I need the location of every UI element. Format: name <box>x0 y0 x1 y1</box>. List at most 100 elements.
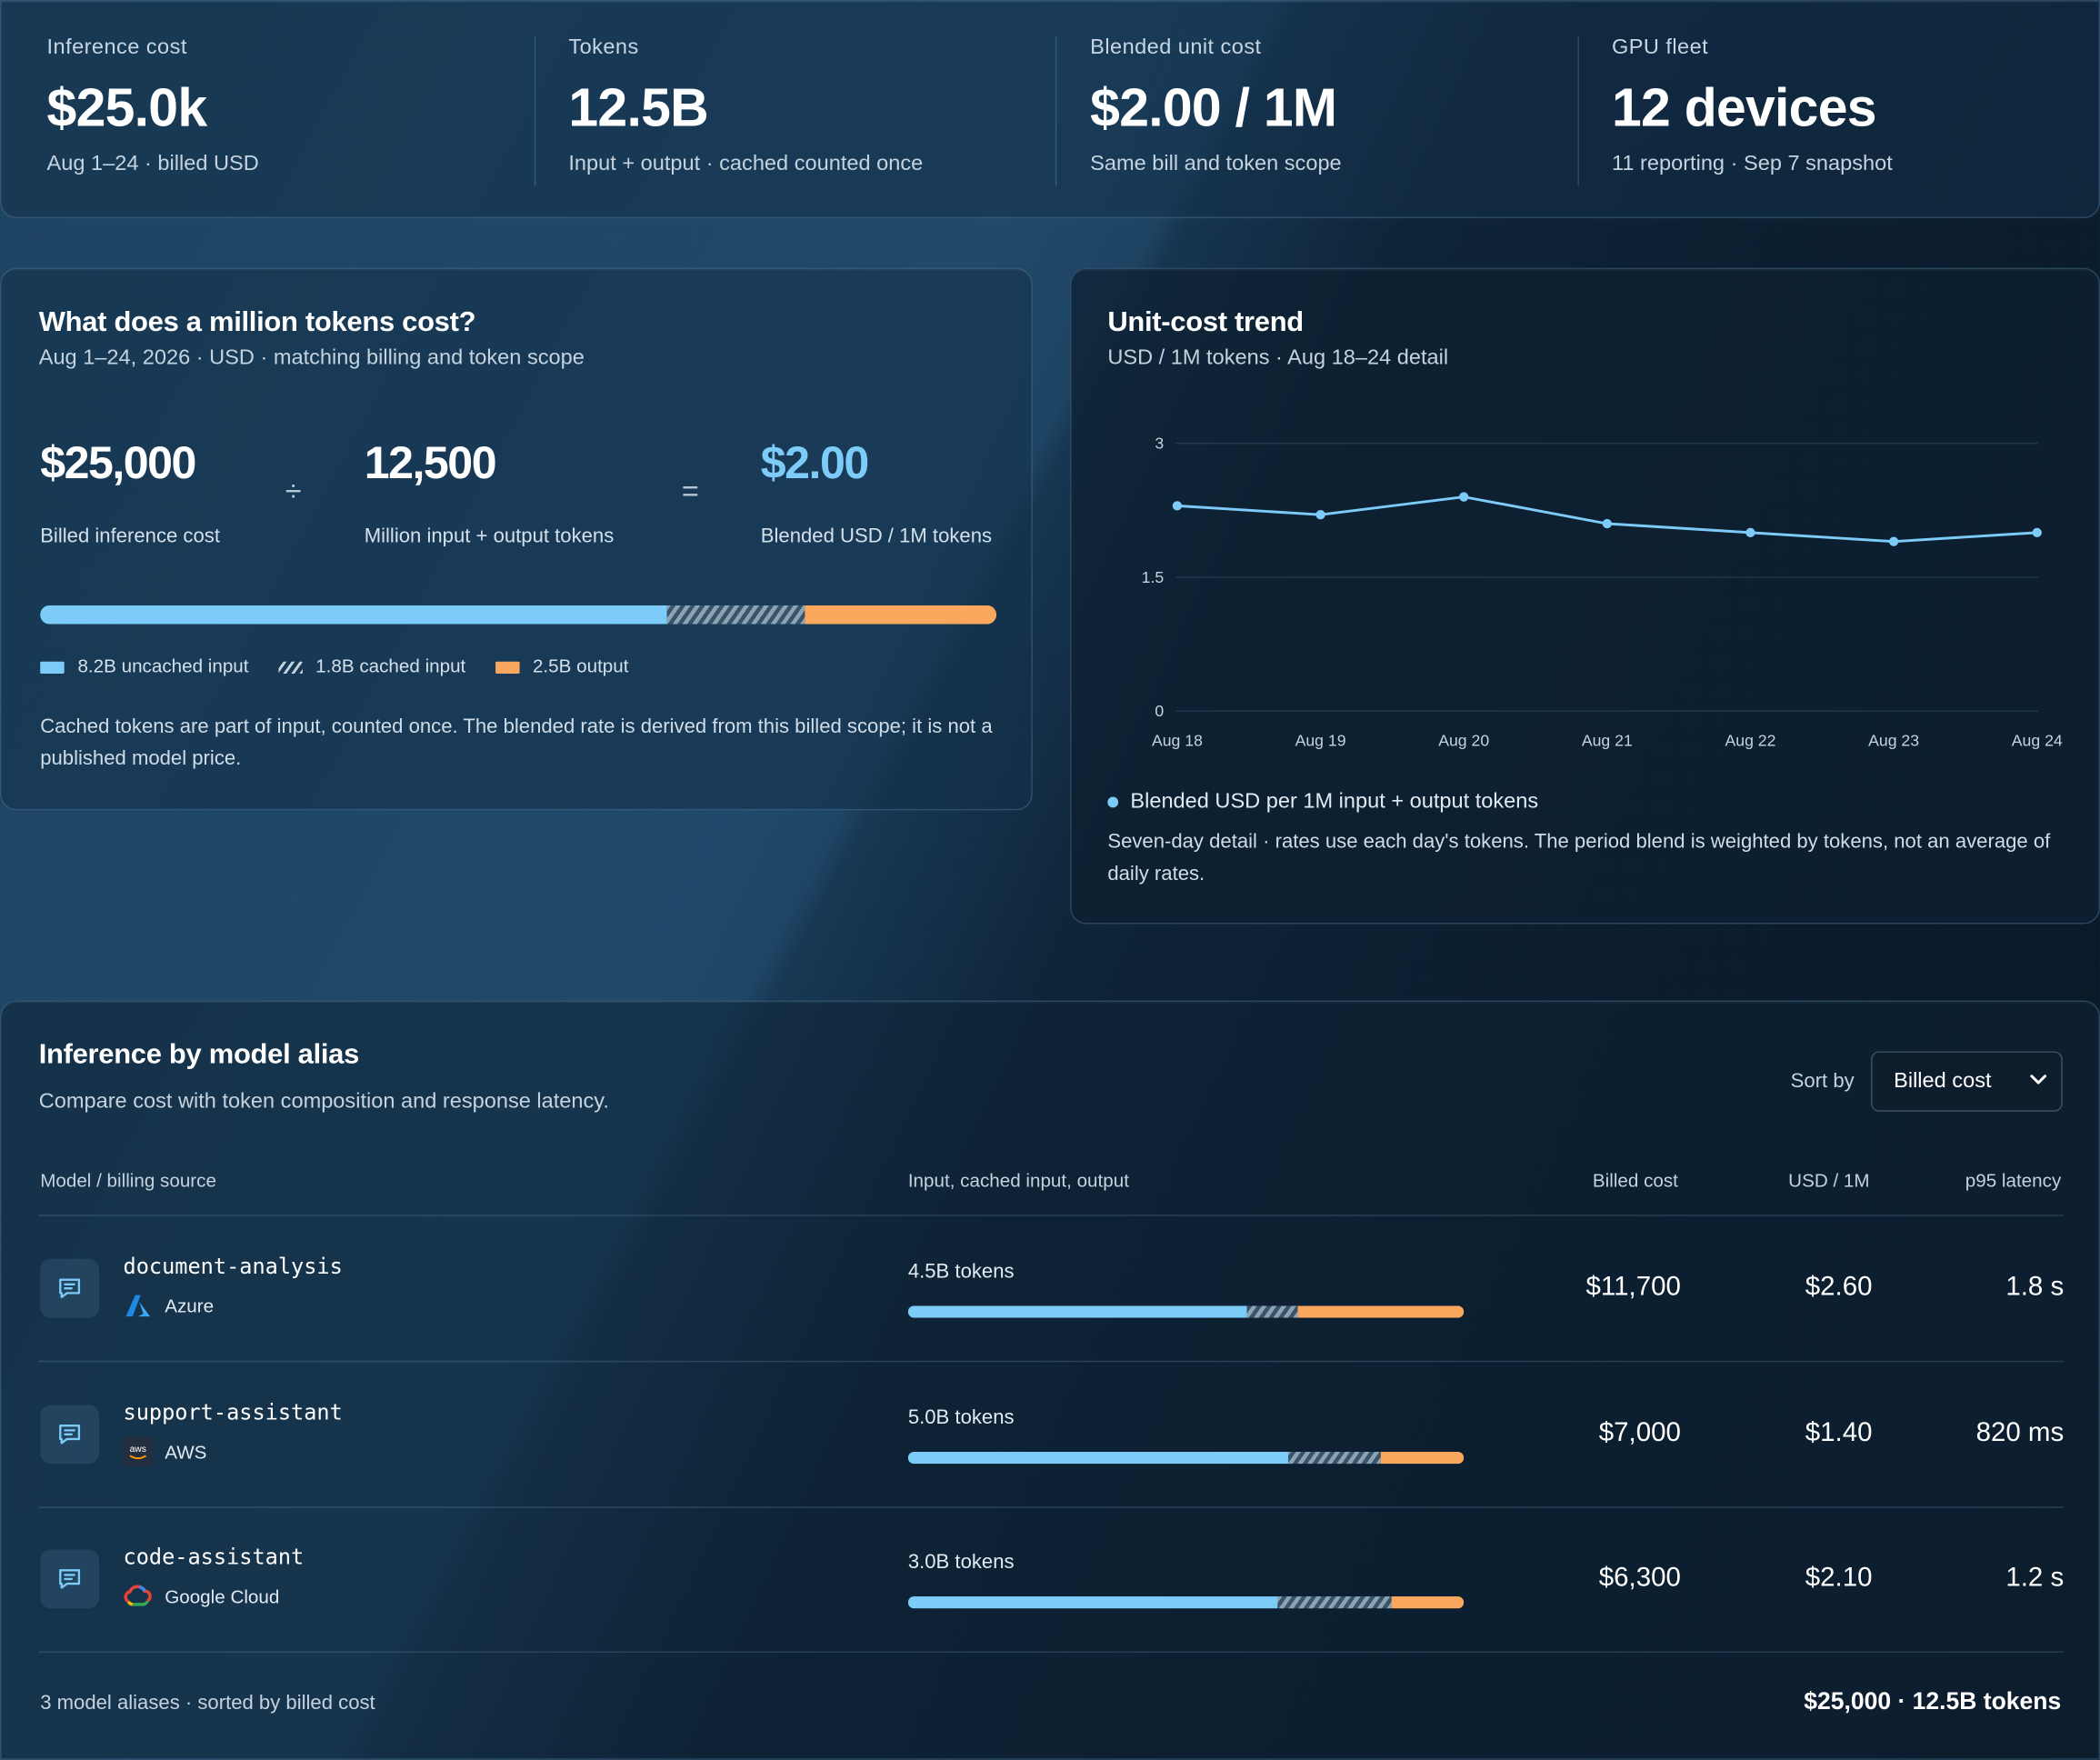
token-total: 5.0B tokens <box>907 1405 1015 1429</box>
column-header-model[interactable]: Model / billing source <box>40 1169 216 1191</box>
panel-title: What does a million tokens cost? <box>38 306 476 338</box>
legend-item: 1.8B cached input <box>277 655 466 676</box>
data-point <box>1745 527 1755 537</box>
legend-label: 1.8B cached input <box>315 655 466 676</box>
p95-latency: 820 ms <box>1975 1417 2065 1447</box>
chevron-down-icon <box>2030 1075 2047 1085</box>
google-cloud-icon <box>124 1582 153 1611</box>
divider <box>38 1360 2065 1363</box>
column-header-tokens[interactable]: Input, cached input, output <box>907 1169 1129 1191</box>
billed-cost: $6,300 <box>1598 1563 1681 1593</box>
model-alias-name: document-analysis <box>123 1253 343 1279</box>
table-footer-total: $25,000 · 12.5B tokens <box>1804 1687 2062 1715</box>
kpi-gpu-fleet: GPU fleet 12 devices 11 reporting · Sep … <box>1576 1 2099 216</box>
column-header-usd-per-1m[interactable]: USD / 1M <box>1788 1169 1870 1191</box>
y-tick-label: 0 <box>1155 702 1164 720</box>
sort-label: Sort by <box>1790 1070 1855 1094</box>
data-point <box>1602 518 1612 529</box>
cached-input-segment <box>667 605 805 625</box>
cached-input-segment <box>1246 1305 1297 1318</box>
kpi-sub: Input + output · cached counted once <box>568 152 924 175</box>
sort-select-value: Billed cost <box>1894 1070 1992 1094</box>
legend-item: 8.2B uncached input <box>40 655 249 676</box>
chart-legend: Blended USD per 1M input + output tokens <box>1107 790 1538 815</box>
table-row[interactable]: code-assistant Google Cloud 3.0B tokens $6,… <box>1 1506 2100 1651</box>
billing-source: Azure <box>124 1291 215 1320</box>
billed-cost: $11,700 <box>1585 1272 1681 1302</box>
p95-latency: 1.2 s <box>2005 1563 2065 1593</box>
data-point <box>2032 527 2042 537</box>
kpi-sub: Aug 1–24 · billed USD <box>46 152 259 175</box>
y-tick-label: 3 <box>1155 435 1164 453</box>
data-point <box>1172 501 1183 511</box>
x-tick-label: Aug 23 <box>1868 732 1919 750</box>
equals-icon: = <box>681 474 699 508</box>
cost-label: Billed inference cost <box>40 525 220 548</box>
x-tick-label: Aug 19 <box>1295 732 1346 750</box>
token-total: 4.5B tokens <box>907 1260 1015 1284</box>
x-tick-label: Aug 21 <box>1582 732 1633 750</box>
table-row[interactable]: support-assistant aws AWS 5.0B tokens $7,000… <box>1 1362 2100 1506</box>
x-tick-label: Aug 18 <box>1152 732 1203 750</box>
chat-icon <box>40 1549 100 1609</box>
chat-icon <box>40 1258 100 1318</box>
cost-value: $25,000 <box>40 437 196 489</box>
output-segment <box>1391 1596 1465 1609</box>
kpi-label: Inference cost <box>46 35 187 59</box>
column-header-billed-cost[interactable]: Billed cost <box>1592 1169 1678 1191</box>
billing-source-label: AWS <box>165 1440 207 1462</box>
kpi-label: GPU fleet <box>1611 35 1709 59</box>
output-segment <box>1296 1305 1465 1318</box>
aws-icon: aws <box>123 1436 153 1466</box>
billed-cost: $7,000 <box>1598 1417 1681 1447</box>
tokens-label: Million input + output tokens <box>364 525 615 548</box>
billing-source: aws AWS <box>123 1436 207 1466</box>
x-tick-label: Aug 20 <box>1438 732 1489 750</box>
table-footer-summary: 3 model aliases · sorted by billed cost <box>40 1691 375 1715</box>
legend-label: 2.5B output <box>532 655 629 676</box>
billing-source-label: Google Cloud <box>165 1585 280 1607</box>
data-point <box>1459 492 1469 502</box>
svg-text:aws: aws <box>130 1444 146 1454</box>
unit-cost-trend-panel: Unit-cost trend USD / 1M tokens · Aug 18… <box>1070 267 2100 925</box>
table-row[interactable]: document-analysis Azure 4.5B tokens $11,700… <box>1 1216 2100 1361</box>
cached-input-segment <box>1277 1596 1392 1609</box>
input-segment <box>907 1596 1278 1609</box>
tokens-value: 12,500 <box>364 437 497 489</box>
panel-title: Unit-cost trend <box>1107 306 1304 338</box>
divider <box>38 1650 2065 1653</box>
billing-source: Google Cloud <box>124 1582 280 1611</box>
divider <box>38 1505 2065 1508</box>
kpi-blended-unit-cost: Blended unit cost $2.00 / 1M Same bill a… <box>1055 1 1577 216</box>
model-alias-table-panel: Inference by model alias Compare cost wi… <box>0 1000 2100 1760</box>
divide-icon: ÷ <box>285 474 302 508</box>
token-composition-bar <box>40 605 997 625</box>
usd-per-1m: $1.40 <box>1805 1417 1873 1447</box>
column-header-p95-latency[interactable]: p95 latency <box>1965 1169 2062 1191</box>
panel-subtitle: Aug 1–24, 2026 · USD · matching billing … <box>38 346 585 370</box>
composition-legend: 8.2B uncached input 1.8B cached input 2.… <box>40 655 628 676</box>
billing-source-label: Azure <box>165 1295 215 1317</box>
panel-note: Cached tokens are part of input, counted… <box>40 715 993 771</box>
swatch-output <box>495 661 520 674</box>
sort-select[interactable]: Billed cost <box>1871 1051 2063 1112</box>
kpi-inference-cost: Inference cost $25.0k Aug 1–24 · billed … <box>1 1 534 216</box>
kpi-value: 12.5B <box>568 78 708 138</box>
kpi-sub: 11 reporting · Sep 7 snapshot <box>1611 152 1893 175</box>
model-alias-name: code-assistant <box>123 1544 305 1570</box>
output-segment <box>1380 1451 1465 1464</box>
y-tick-label: 1.5 <box>1142 568 1165 586</box>
p95-latency: 1.8 s <box>2005 1272 2065 1302</box>
panel-subtitle: USD / 1M tokens · Aug 18–24 detail <box>1107 346 1449 370</box>
swatch-cached-input <box>277 661 303 674</box>
unit-cost-line-chart: 0 1.5 3 Aug 18 Aug 19 Aug 20 Aug 21 Aug 22 Aug 2… <box>1142 435 2063 750</box>
data-point <box>1888 536 1899 546</box>
kpi-label: Tokens <box>568 35 639 59</box>
kpi-tokens: Tokens 12.5B Input + output · cached cou… <box>534 1 1055 216</box>
row-token-mix-bar <box>907 1305 1465 1318</box>
x-tick-label: Aug 24 <box>2012 732 2063 750</box>
data-point <box>1315 510 1325 520</box>
kpi-label: Blended unit cost <box>1090 35 1262 59</box>
legend-item: 2.5B output <box>495 655 629 676</box>
